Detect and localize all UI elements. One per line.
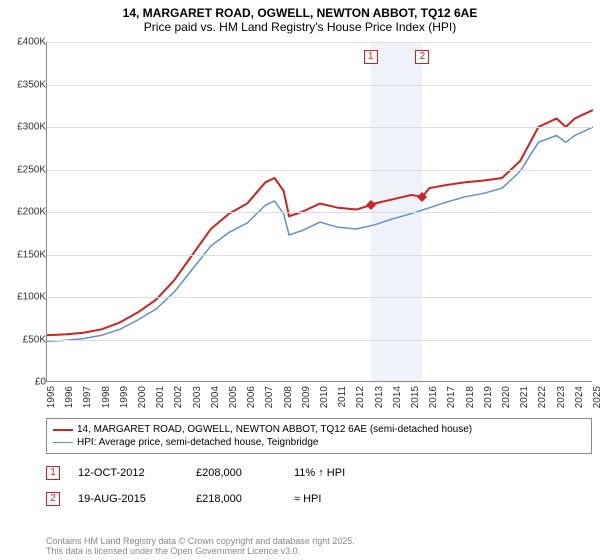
sale-price: £208,000 [196,467,276,479]
sale-row-2: 2 19-AUG-2015 £218,000 ≈ HPI [46,492,592,506]
sale-date: 19-AUG-2015 [78,493,178,505]
y-tick-label: £300K [17,122,46,133]
y-tick-label: £200K [17,207,46,218]
x-tick-label: 2006 [246,386,257,408]
y-axis: £0£50K£100K£150K£200K£250K£300K£350K£400… [0,42,46,382]
legend-item: HPI: Average price, semi-detached house,… [53,436,585,449]
sale-label-box: 2 [415,50,429,64]
x-tick-label: 2020 [501,386,512,408]
x-tick-label: 2004 [210,386,221,408]
sale-delta: 11% ↑ HPI [294,467,345,479]
grid-line [47,340,592,341]
x-tick-label: 1998 [101,386,112,408]
grid-line [47,212,592,213]
x-tick-label: 2019 [483,386,494,408]
x-tick-label: 2017 [446,386,457,408]
y-tick-label: £350K [17,79,46,90]
chart-subtitle: Price paid vs. HM Land Registry's House … [0,20,600,40]
x-tick-label: 1996 [64,386,75,408]
x-tick-label: 2023 [556,386,567,408]
sale-label-box: 1 [364,50,378,64]
x-tick-label: 2013 [374,386,385,408]
y-tick-label: £400K [17,37,46,48]
x-tick-label: 2010 [319,386,330,408]
grid-line [47,85,592,86]
chart-area: £0£50K£100K£150K£200K£250K£300K£350K£400… [0,42,600,412]
x-tick-label: 2008 [283,386,294,408]
x-axis: 1995 1996 1997 1998 1999 2000 2001 2002 2003 2004… [46,382,592,412]
x-tick-label: 2001 [155,386,166,408]
legend: 14, MARGARET ROAD, OGWELL, NEWTON ABBOT,… [46,418,592,454]
y-tick-label: £250K [17,164,46,175]
chart-title: 14, MARGARET ROAD, OGWELL, NEWTON ABBOT,… [0,0,600,20]
legend-swatch [53,442,73,443]
grid-line [47,170,592,171]
x-tick-label: 2018 [465,386,476,408]
y-tick-label: £50K [23,334,46,345]
x-tick-label: 1999 [119,386,130,408]
sale-marker-2: 2 [46,492,60,506]
legend-label: 14, MARGARET ROAD, OGWELL, NEWTON ABBOT,… [77,424,472,435]
x-tick-label: 1997 [82,386,93,408]
legend-swatch [53,429,73,431]
legend-item: 14, MARGARET ROAD, OGWELL, NEWTON ABBOT,… [53,423,585,436]
sale-marker-1: 1 [46,466,60,480]
grid-line [47,42,592,43]
x-tick-label: 2009 [301,386,312,408]
x-tick-label: 1995 [46,386,57,408]
x-tick-label: 2012 [355,386,366,408]
sale-row-1: 1 12-OCT-2012 £208,000 11% ↑ HPI [46,466,592,480]
x-tick-label: 2015 [410,386,421,408]
x-tick-label: 2024 [574,386,585,408]
sale-delta: ≈ HPI [294,493,321,505]
x-tick-label: 2016 [428,386,439,408]
x-tick-label: 2011 [337,386,348,408]
x-tick-label: 2002 [173,386,184,408]
sale-price: £218,000 [196,493,276,505]
x-tick-label: 2000 [137,386,148,408]
x-tick-label: 2007 [264,386,275,408]
sale-date: 12-OCT-2012 [78,467,178,479]
x-tick-label: 2005 [228,386,239,408]
grid-line [47,297,592,298]
y-tick-label: £0 [35,377,46,388]
x-tick-label: 2025 [592,386,600,408]
footer-line-2: This data is licensed under the Open Gov… [46,546,592,556]
grid-line [47,255,592,256]
footer-line-1: Contains HM Land Registry data © Crown c… [46,536,592,546]
x-tick-label: 2022 [537,386,548,408]
legend-label: HPI: Average price, semi-detached house,… [77,437,318,448]
x-tick-label: 2021 [519,386,530,408]
y-tick-label: £150K [17,249,46,260]
series-line [47,127,593,341]
x-tick-label: 2014 [392,386,403,408]
y-tick-label: £100K [17,292,46,303]
grid-line [47,127,592,128]
plot-area: 12 [46,42,592,382]
footer-text: Contains HM Land Registry data © Crown c… [46,536,592,556]
x-tick-label: 2003 [192,386,203,408]
